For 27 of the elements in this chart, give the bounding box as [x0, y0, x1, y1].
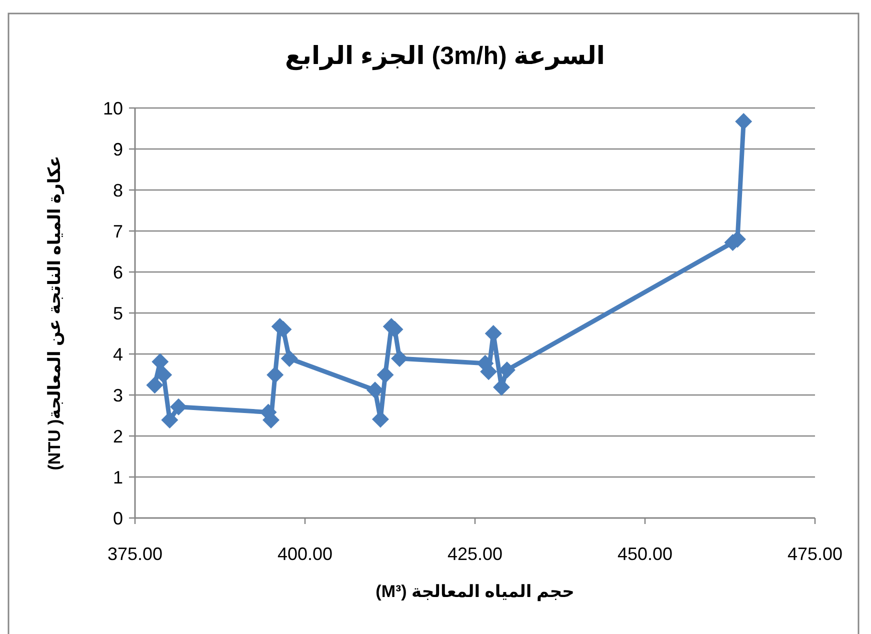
y-tick-label: 7	[112, 222, 123, 242]
x-tick-label: 425.00	[447, 544, 503, 564]
y-tick-label: 1	[112, 468, 123, 488]
x-tick-label: 450.00	[617, 544, 673, 564]
y-tick-label: 2	[112, 426, 123, 446]
y-tick-label: 0	[112, 508, 123, 528]
y-tick-label: 6	[112, 262, 123, 282]
point	[376, 366, 394, 384]
x-axis-title: حجم المياه المعالجة (M³)	[376, 582, 574, 602]
y-tick-label: 10	[102, 98, 123, 118]
y-tick-label: 3	[112, 386, 123, 406]
point	[280, 350, 298, 368]
point	[170, 398, 188, 416]
point	[161, 412, 178, 429]
chart-title: السرعة (3m/h) الجزء الرابع	[285, 42, 605, 71]
y-axis-title: عكارة المياه الناتجة عن المعالجة( NTU)	[45, 156, 65, 470]
point	[366, 382, 384, 399]
point	[266, 366, 284, 384]
y-tick-label: 5	[112, 304, 123, 324]
y-tick-label: 4	[112, 344, 123, 364]
point	[146, 376, 164, 394]
x-tick-label: 375.00	[107, 544, 163, 564]
y-tick-label: 9	[112, 140, 123, 160]
point	[391, 350, 408, 368]
x-tick-label: 400.00	[277, 544, 333, 564]
x-tick-label: 475.00	[787, 544, 843, 564]
y-tick-label: 8	[112, 180, 123, 200]
